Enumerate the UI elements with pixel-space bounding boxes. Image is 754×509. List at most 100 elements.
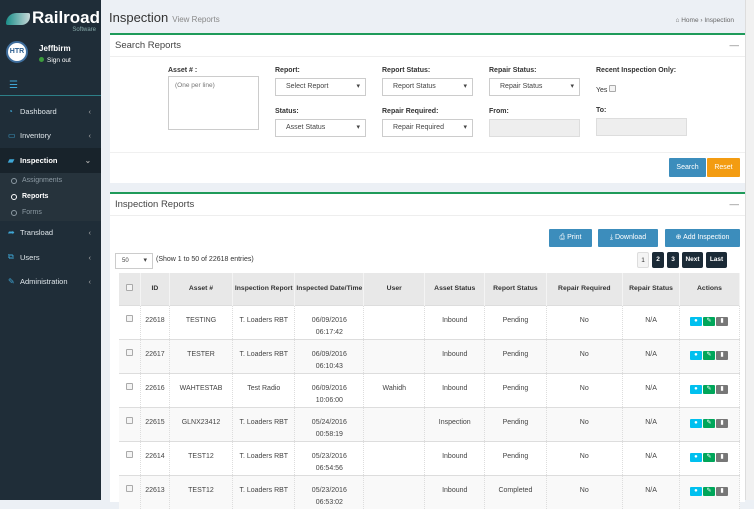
view-button[interactable]: ● <box>689 350 702 360</box>
collapse-icon[interactable]: — <box>729 40 740 51</box>
add-inspection-button[interactable]: ⊕ Add Inspection <box>665 229 740 247</box>
report-status-select[interactable]: Report Status <box>382 78 473 96</box>
cell-actions: ● ✎ ▮ <box>679 440 741 475</box>
view-button[interactable]: ● <box>689 316 702 326</box>
print-button[interactable]: ⎙ Print <box>549 229 592 247</box>
column-header[interactable]: ID <box>140 273 170 305</box>
row-checkbox[interactable] <box>126 484 134 492</box>
status-select[interactable]: Asset Status <box>275 119 366 137</box>
table-row: 22616 WAHTESTAB Test Radio 06/09/2016 10:06:… <box>119 372 741 407</box>
page-next[interactable]: Next <box>682 252 703 268</box>
delete-button[interactable]: ▮ <box>715 418 728 428</box>
sidebar-item-administration[interactable]: ✎ Administration ‹ <box>0 270 101 295</box>
entries-info: (Show 1 to 50 of 22618 entries) <box>156 256 254 263</box>
page-2[interactable]: 2 <box>652 252 664 268</box>
page-last[interactable]: Last <box>706 252 727 268</box>
download-button[interactable]: ⤓ Download <box>598 229 658 247</box>
scrollbar[interactable] <box>745 0 754 500</box>
delete-button[interactable]: ▮ <box>715 384 728 394</box>
column-header[interactable]: Report Status <box>484 273 547 305</box>
breadcrumb-home[interactable]: Home <box>681 17 699 24</box>
column-header[interactable]: Repair Required <box>546 273 624 305</box>
repair-required-select[interactable]: Repair Required <box>382 119 473 137</box>
column-header[interactable]: Asset Status <box>424 273 486 305</box>
page-1[interactable]: 1 <box>637 252 649 268</box>
report-select[interactable]: Select Report <box>275 78 366 96</box>
edit-button[interactable]: ✎ <box>702 350 715 360</box>
cell-report_status: Pending <box>484 406 547 441</box>
edit-icon: ✎ <box>706 453 712 460</box>
edit-icon: ✎ <box>8 277 15 287</box>
column-header[interactable]: User <box>363 273 426 305</box>
sidebar-item-inspection[interactable]: ▰ Inspection ⌄ <box>0 148 101 173</box>
row-checkbox[interactable] <box>126 348 134 356</box>
row-checkbox[interactable] <box>126 314 134 322</box>
submenu-item-forms[interactable]: Forms <box>0 205 101 221</box>
view-button[interactable]: ● <box>689 452 702 462</box>
reset-button[interactable]: Reset <box>707 158 740 177</box>
column-header[interactable]: Inspection Report <box>232 273 296 305</box>
sidebar-item-users[interactable]: ⧉ Users ‹ <box>0 245 101 270</box>
sidebar-item-dashboard[interactable]: ◔ Dashboard ‹ <box>0 99 101 124</box>
recent-checkbox[interactable] <box>609 85 617 92</box>
from-date-input[interactable] <box>489 119 580 137</box>
view-button[interactable]: ● <box>689 486 702 496</box>
inspection-submenu: Assignments Reports Forms <box>0 172 101 221</box>
row-checkbox[interactable] <box>126 416 134 424</box>
submenu-item-reports[interactable]: Reports <box>0 189 101 205</box>
delete-button[interactable]: ▮ <box>715 316 728 326</box>
sidebar-item-inventory[interactable]: ▭ Inventory ‹ <box>0 124 101 149</box>
eye-icon: ● <box>694 487 698 494</box>
sign-out-link[interactable]: Sign out <box>39 57 71 64</box>
row-checkbox[interactable] <box>126 382 134 390</box>
submenu-item-assignments[interactable]: Assignments <box>0 173 101 189</box>
row-checkbox[interactable] <box>126 450 134 458</box>
cell-repair_required: No <box>546 372 624 407</box>
delete-button[interactable]: ▮ <box>715 350 728 360</box>
users-icon: ⧉ <box>8 252 14 262</box>
dashboard-icon: ◔ <box>8 106 13 116</box>
delete-button[interactable]: ▮ <box>715 486 728 496</box>
column-header[interactable]: Repair Status <box>622 273 680 305</box>
page-3[interactable]: 3 <box>667 252 679 268</box>
search-button[interactable]: Search <box>669 158 706 177</box>
date: 06/09/2016 <box>311 316 347 324</box>
column-header[interactable]: Asset # <box>169 273 234 305</box>
delete-button[interactable]: ▮ <box>715 452 728 462</box>
edit-button[interactable]: ✎ <box>702 316 715 326</box>
date: 05/23/2016 <box>311 486 347 494</box>
circle-icon <box>11 177 17 184</box>
cell-report: T. Loaders RBT <box>232 474 296 509</box>
from-label: From: <box>489 108 509 115</box>
to-date-input[interactable] <box>596 118 687 136</box>
book-icon: ▰ <box>8 155 15 165</box>
cell-report: Test Radio <box>232 372 296 407</box>
chevron-down-icon: ⌄ <box>84 155 91 165</box>
view-button[interactable]: ● <box>689 384 702 394</box>
edit-button[interactable]: ✎ <box>702 418 715 428</box>
edit-icon: ✎ <box>706 351 712 358</box>
cell-user: Wahidh <box>363 372 426 407</box>
column-header[interactable]: Actions <box>679 273 741 305</box>
cell-repair_status: N/A <box>622 372 680 407</box>
reports-panel-header: Inspection Reports — <box>110 194 745 216</box>
cell-report: T. Loaders RBT <box>232 338 296 373</box>
view-button[interactable]: ● <box>689 418 702 428</box>
select-all-checkbox[interactable] <box>126 284 134 292</box>
column-header[interactable]: Inspected Date/Time <box>294 273 365 305</box>
trash-icon: ▮ <box>720 487 724 494</box>
collapse-icon[interactable]: — <box>729 199 740 210</box>
cell-id: 22614 <box>140 440 170 475</box>
sidebar-item-label: Dashboard <box>20 106 57 116</box>
asset-input[interactable] <box>168 76 259 130</box>
trash-icon: ▮ <box>720 385 724 392</box>
repair-status-select[interactable]: Repair Status <box>489 78 580 96</box>
edit-button[interactable]: ✎ <box>702 384 715 394</box>
sidebar-item-transload[interactable]: ➦ Transload ‹ <box>0 221 101 246</box>
menu-toggle-icon[interactable]: ☰ <box>9 80 18 91</box>
edit-button[interactable]: ✎ <box>702 452 715 462</box>
edit-button[interactable]: ✎ <box>702 486 715 496</box>
plus-circle-icon: ⊕ <box>675 234 684 241</box>
page-size-select[interactable]: 50 <box>115 253 153 269</box>
search-panel-title: Search Reports <box>115 40 182 51</box>
